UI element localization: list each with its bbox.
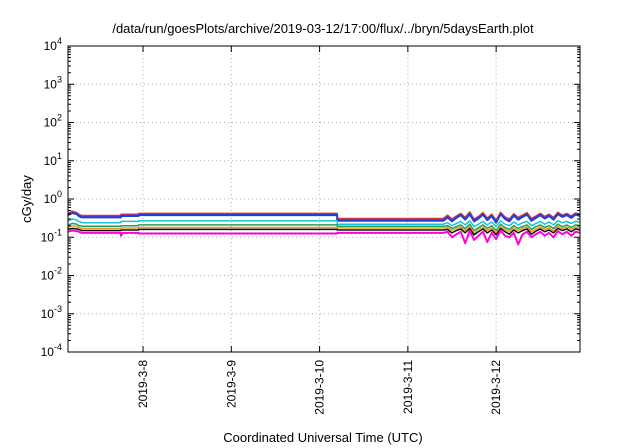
series-line-6 [67, 224, 581, 234]
x-axis-label: Coordinated Universal Time (UTC) [223, 430, 422, 445]
x-axis: 2019-3-8 2019-3-9 2019-3-10 2019-3-11 2019-3… [136, 46, 503, 415]
series-line-3 [67, 212, 581, 224]
x-tick-label: 2019-3-10 [313, 360, 327, 415]
x-tick-label: 2019-3-12 [489, 360, 503, 415]
y-tick-label: 10-2 [41, 266, 62, 283]
y-axis: 10-4 10-3 10-2 10-1 100 101 102 103 104 [41, 36, 580, 359]
y-tick-label: 102 [44, 113, 62, 130]
series-line-4 [67, 218, 581, 228]
y-tick-label: 10-3 [41, 304, 62, 321]
series-layer [67, 210, 581, 246]
x-tick-label: 2019-3-8 [136, 360, 150, 408]
y-tick-label: 10-4 [41, 342, 62, 359]
x-tick-label: 2019-3-11 [401, 360, 415, 414]
y-tick-label: 100 [44, 189, 62, 206]
grid [68, 46, 580, 352]
y-tick-label: 103 [44, 74, 62, 91]
x-tick-label: 2019-3-9 [224, 360, 238, 408]
y-tick-label: 101 [44, 151, 62, 168]
y-tick-label: 104 [44, 36, 62, 53]
series-line-5 [67, 222, 581, 232]
y-axis-label: cGy/day [19, 175, 34, 223]
y-tick-label: 10-1 [41, 227, 62, 244]
series-line-8 [67, 229, 581, 246]
chart-title: /data/run/goesPlots/archive/2019-03-12/1… [112, 21, 534, 36]
series-line-7 [67, 227, 581, 236]
